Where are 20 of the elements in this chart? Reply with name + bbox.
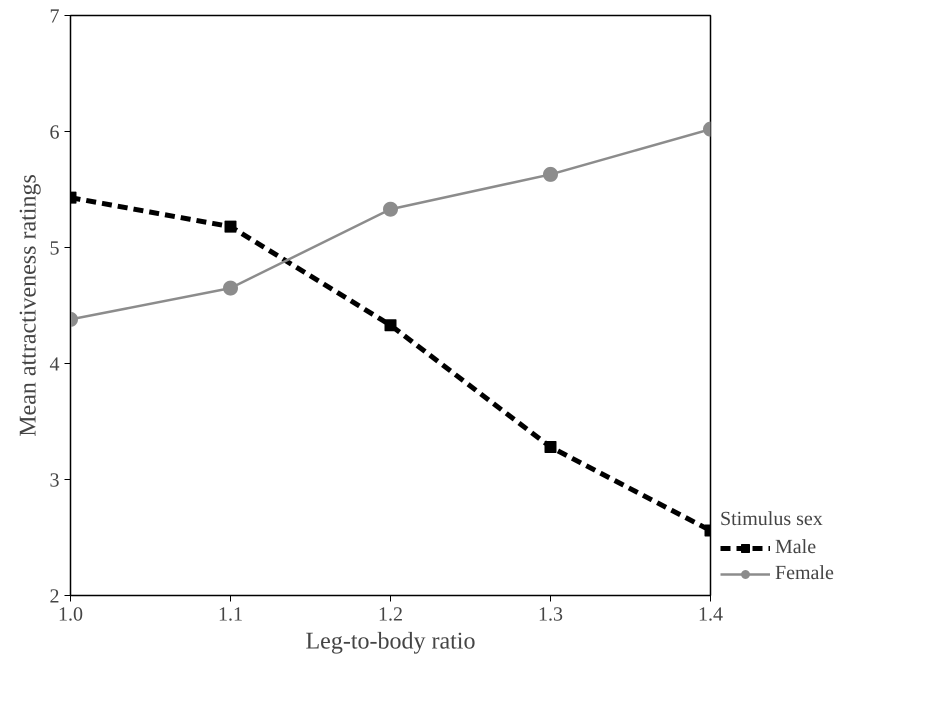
y-tick-label: 5	[50, 238, 60, 260]
y-tick-label: 4	[50, 354, 60, 376]
y-axis-title: Mean attractiveness ratings	[16, 174, 42, 437]
x-tick-label: 1.4	[698, 604, 723, 626]
legend-label: Female	[775, 562, 834, 585]
point	[544, 441, 556, 454]
point	[543, 166, 558, 182]
point	[383, 202, 398, 217]
legend-title: Stimulus sex	[720, 508, 824, 531]
x-tick-label: 1.0	[58, 604, 83, 626]
y-tick-label: 2	[50, 586, 60, 608]
y-tick-label: 3	[50, 470, 60, 492]
y-tick-label: 7	[50, 6, 60, 28]
x-tick-label: 1.3	[538, 604, 563, 626]
x-tick-label: 1.1	[218, 604, 243, 626]
x-axis-title: Leg-to-body ratio	[306, 628, 476, 654]
y-tick-label: 6	[50, 122, 60, 144]
legend-label: Male	[775, 536, 816, 559]
point	[384, 319, 396, 332]
x-tick-label: 1.2	[378, 604, 403, 626]
